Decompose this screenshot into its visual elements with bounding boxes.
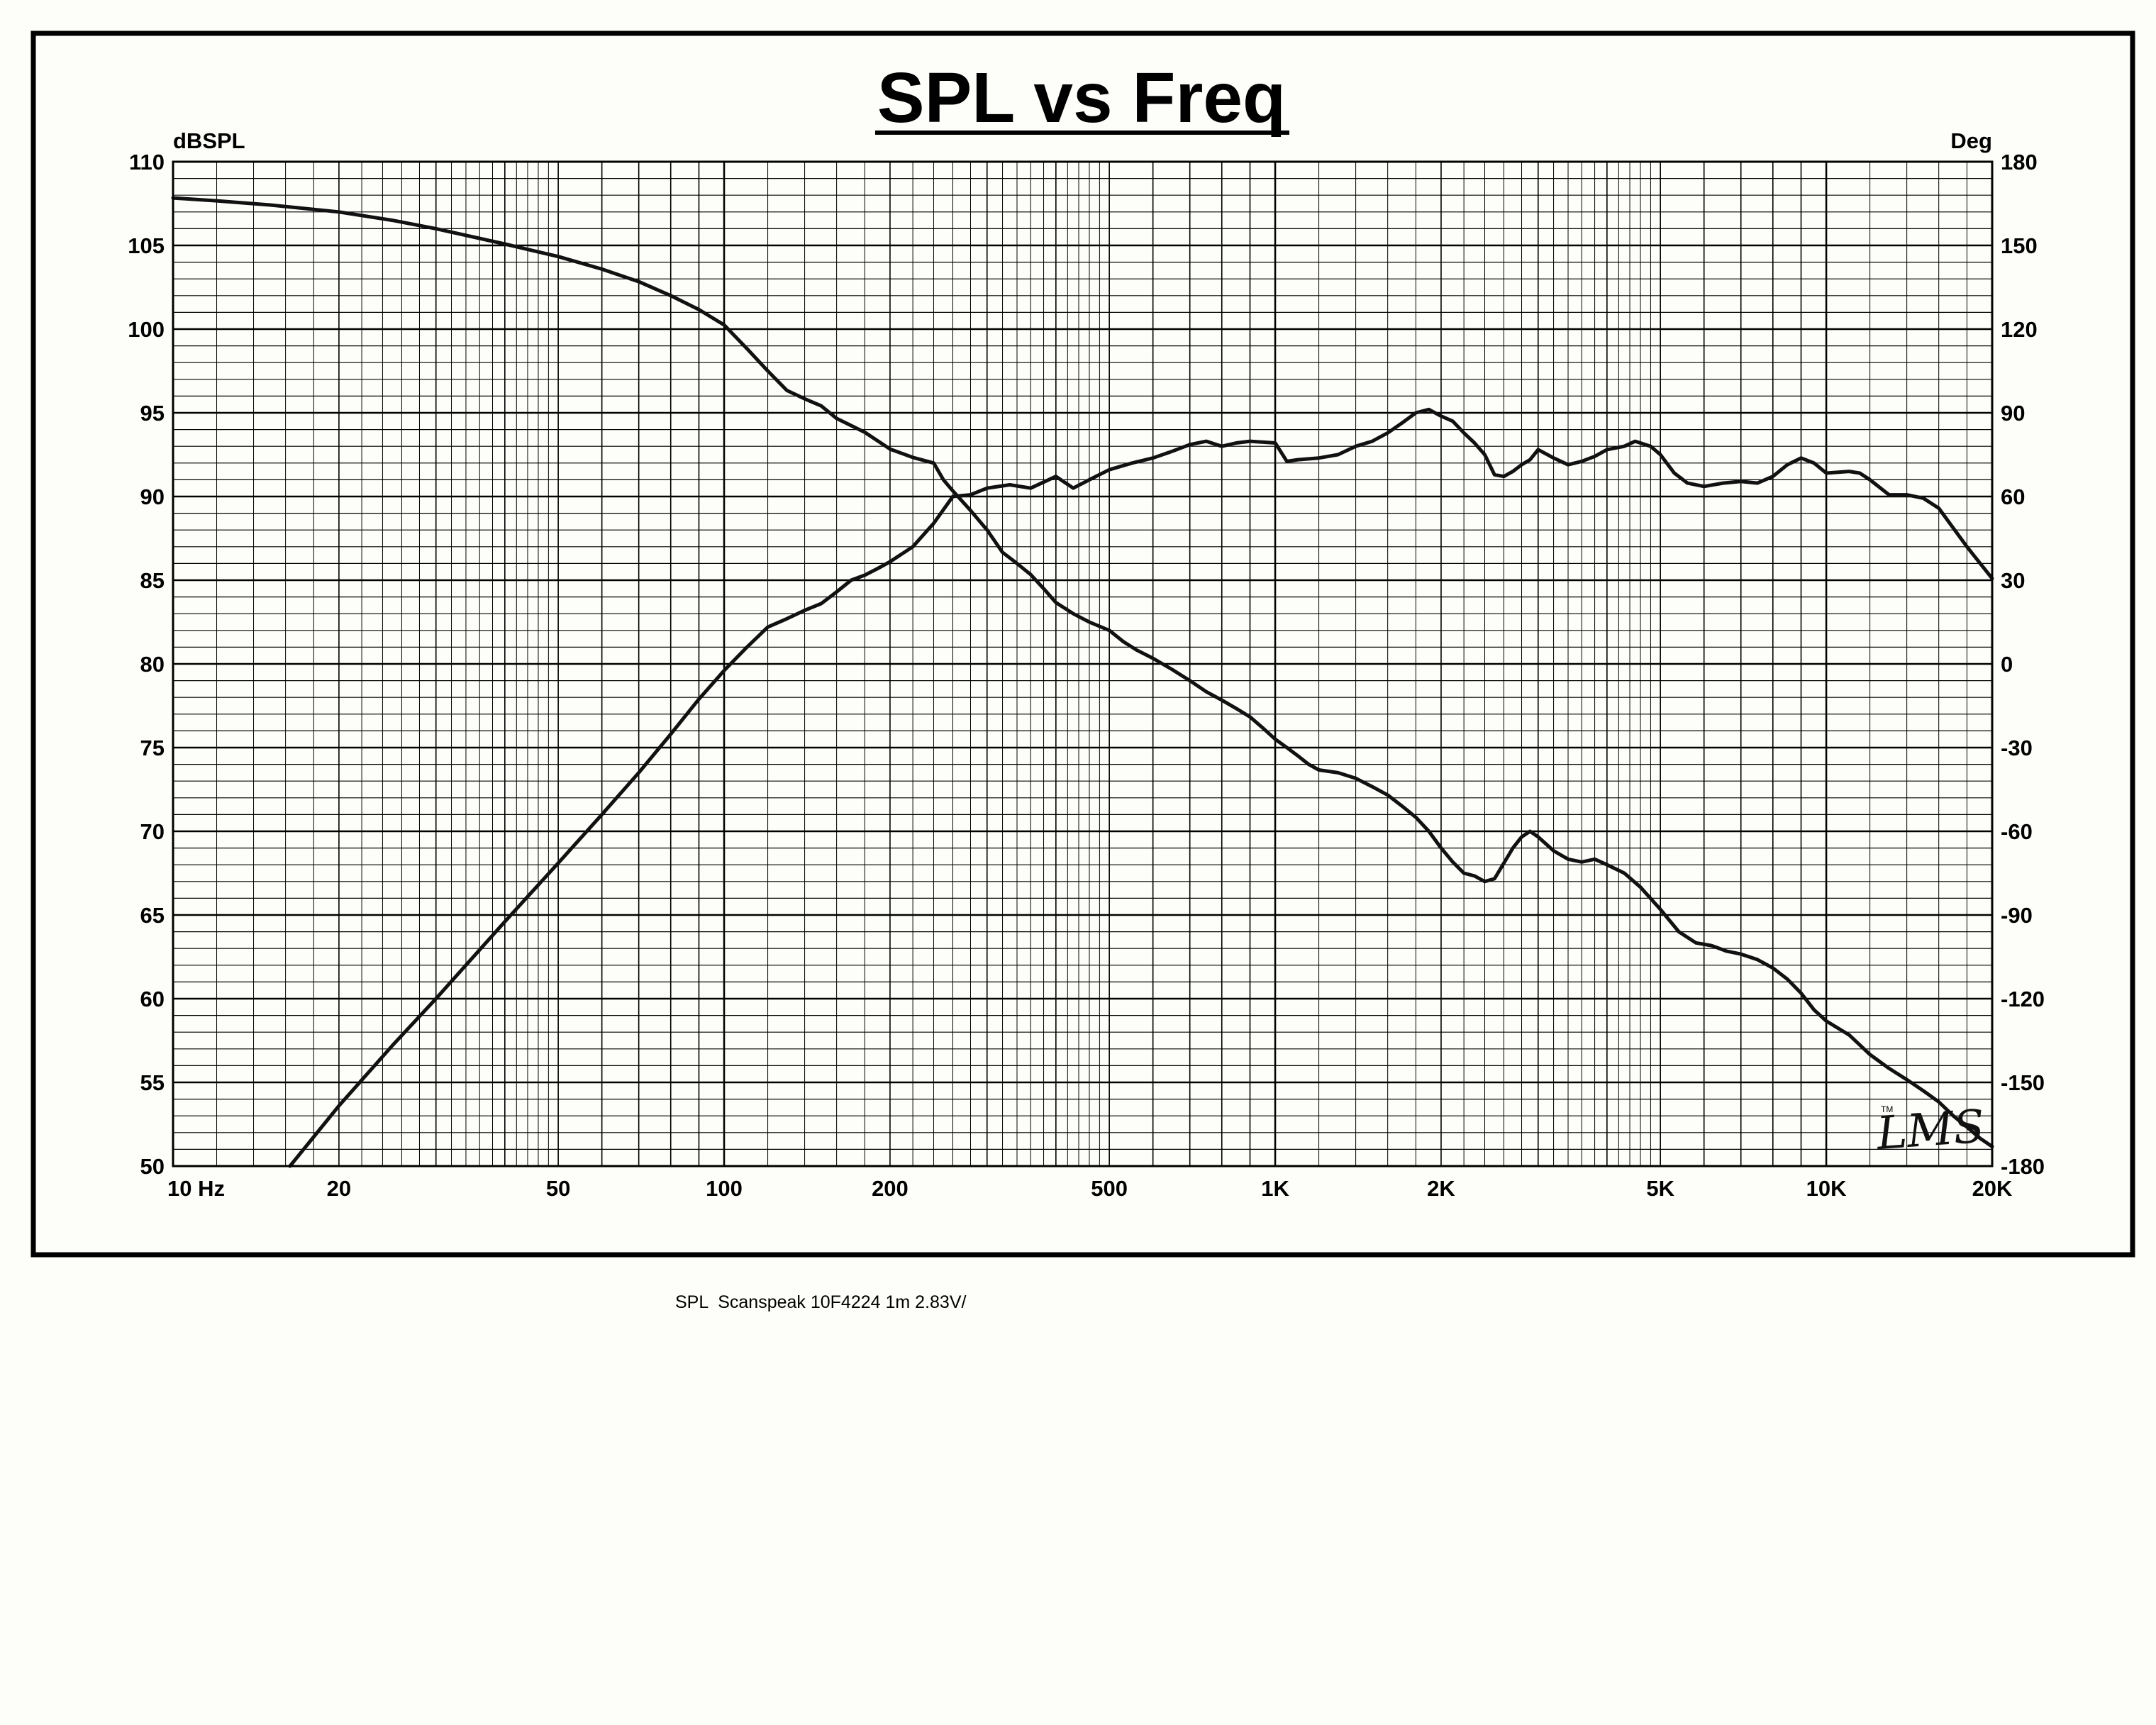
y-right-tick-label: 150 [2001,233,2038,258]
y-left-tick-label: 55 [140,1070,165,1095]
x-tick-label: 200 [872,1176,908,1201]
y-right-axis-label: Deg [1950,128,1992,153]
spl-curve [288,407,1994,1168]
x-ticks: 10 Hz 20 50 100 200 500 1K 2K 5K 10K 20K [167,1176,2013,1201]
x-tick-label: 20 [327,1176,351,1201]
y-left-tick-label: 90 [140,484,165,509]
y-right-tick-label: 0 [2001,652,2013,677]
x-tick-label: 100 [706,1176,743,1201]
y-right-tick-label: -60 [2001,819,2033,844]
y-left-ticks: 110 105 100 95 90 85 80 75 70 65 60 55 50 [128,150,165,1179]
chart-caption: SPL Scanspeak 10F4224 1m 2.83V/ [675,1292,967,1312]
y-left-tick-label: 95 [140,401,165,426]
y-left-tick-label: 75 [140,736,165,760]
chart-title: SPL vs Freq [877,58,1286,138]
y-left-tick-label: 60 [140,987,165,1011]
chart-frame [30,30,2135,1258]
y-right-tick-label: -180 [2001,1154,2045,1179]
y-right-tick-label: 90 [2001,401,2025,426]
x-tick-label: 500 [1091,1176,1128,1201]
plot-area-border [172,160,1994,1167]
phase-curve [171,196,1994,1148]
y-left-axis-label: dBSPL [173,128,245,153]
y-right-tick-label: 60 [2001,484,2025,509]
x-tick-label: 5K [1646,1176,1674,1201]
y-left-tick-label: 100 [128,317,165,342]
x-tick-label: 10K [1806,1176,1847,1201]
x-tick-label: 1K [1261,1176,1289,1201]
y-left-tick-label: 105 [128,233,165,258]
y-left-tick-label: 65 [140,903,165,928]
x-tick-label: 10 Hz [167,1176,225,1201]
y-right-ticks: 180 150 120 90 60 30 0 -30 -60 -90 -120 -150 -180 [2001,150,2045,1179]
y-right-tick-label: 30 [2001,568,2025,593]
y-right-tick-label: 180 [2001,150,2038,174]
y-left-tick-label: 80 [140,652,165,677]
lms-logo: LMS [1874,1101,1986,1160]
y-right-tick-label: -90 [2001,903,2033,928]
x-tick-label: 2K [1427,1176,1455,1201]
x-tick-label: 50 [546,1176,570,1201]
y-right-tick-label: 120 [2001,317,2038,342]
y-left-tick-label: 50 [140,1154,165,1179]
y-left-tick-label: 85 [140,568,165,593]
logo-trademark: TM [1881,1104,1893,1114]
series-group [171,196,1994,1168]
y-left-tick-label: 70 [140,819,165,844]
y-left-tick-label: 110 [129,150,165,174]
y-right-tick-label: -30 [2001,736,2033,760]
y-right-tick-label: -150 [2001,1070,2045,1095]
x-tick-label: 20K [1972,1176,2013,1201]
y-right-tick-label: -120 [2001,987,2045,1011]
